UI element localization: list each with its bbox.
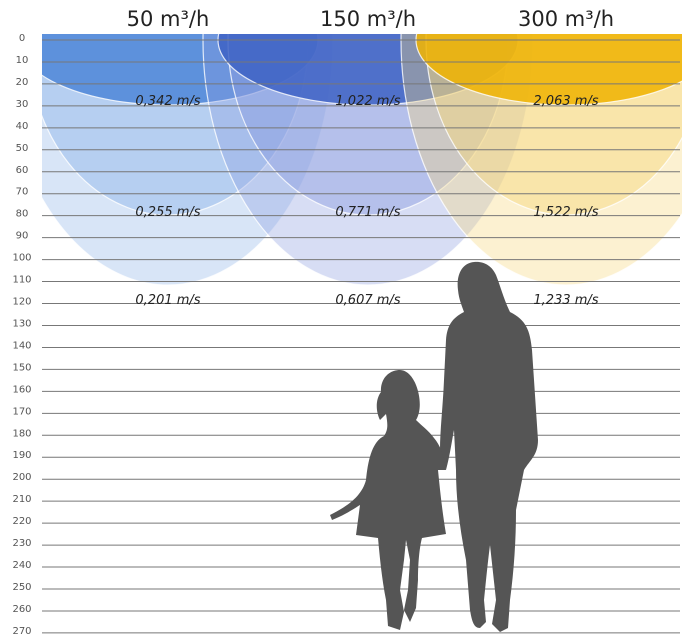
velocity-label: 1,522 m/s <box>533 205 598 220</box>
woman-silhouette <box>440 261 538 632</box>
velocity-label: 2,063 m/s <box>533 94 598 109</box>
flow-header: 300 m³/h <box>518 7 614 31</box>
depth-label: 220 <box>12 516 31 527</box>
depth-label: 180 <box>12 428 31 439</box>
depth-label: 250 <box>12 582 31 593</box>
depth-label: 70 <box>16 187 29 198</box>
depth-label: 80 <box>16 209 29 220</box>
velocity-label: 1,022 m/s <box>335 94 400 109</box>
velocity-label: 0,255 m/s <box>135 205 200 220</box>
depth-label: 200 <box>12 472 31 483</box>
depth-label: 50 <box>16 143 29 154</box>
depth-label: 140 <box>12 340 31 351</box>
depth-label: 30 <box>16 99 29 110</box>
depth-label: 20 <box>16 77 29 88</box>
depth-label: 100 <box>12 253 31 264</box>
depth-label: 150 <box>12 362 31 373</box>
velocity-label: 1,233 m/s <box>533 293 598 308</box>
depth-label: 40 <box>16 121 29 132</box>
flow-header: 150 m³/h <box>320 7 416 31</box>
depth-label: 110 <box>12 275 31 286</box>
depth-label: 60 <box>16 165 29 176</box>
depth-label: 230 <box>12 538 31 549</box>
depth-label: 160 <box>12 384 31 395</box>
flow-header: 50 m³/h <box>127 7 210 31</box>
velocity-label: 0,771 m/s <box>335 205 400 220</box>
depth-label: 120 <box>12 297 31 308</box>
depth-label: 270 <box>12 626 31 637</box>
velocity-label: 0,342 m/s <box>135 94 200 109</box>
depth-label: 90 <box>16 231 29 242</box>
velocity-label: 0,201 m/s <box>135 293 200 308</box>
depth-label: 260 <box>12 604 31 615</box>
depth-label: 190 <box>12 450 31 461</box>
velocity-label: 0,607 m/s <box>335 293 400 308</box>
silhouettes <box>330 261 538 632</box>
depth-lines <box>42 39 680 634</box>
depth-label: 0 <box>19 33 25 44</box>
depth-label: 130 <box>12 318 31 329</box>
child-silhouette <box>330 370 446 630</box>
depth-label: 170 <box>12 406 31 417</box>
throw-zones <box>42 34 682 286</box>
depth-label: 240 <box>12 560 31 571</box>
depth-label: 10 <box>16 55 29 66</box>
depth-label: 210 <box>12 494 31 505</box>
